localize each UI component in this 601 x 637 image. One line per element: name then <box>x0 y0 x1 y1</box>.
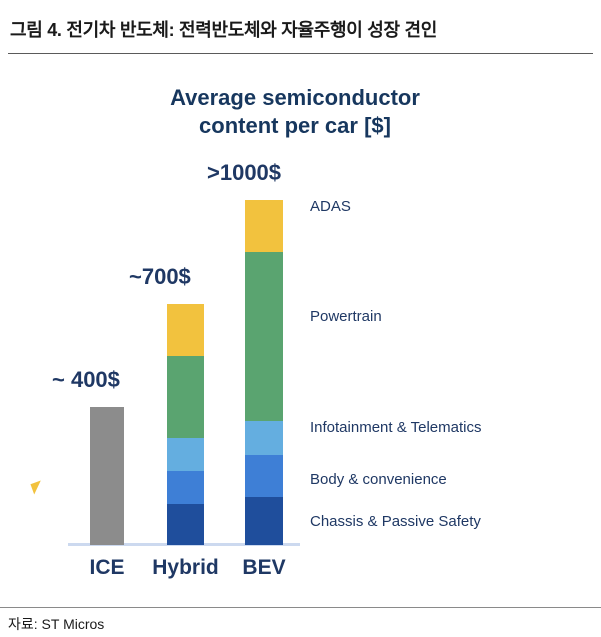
bar-bev-segment-adas <box>245 200 283 252</box>
segment-label-adas: ADAS <box>310 198 351 215</box>
bar-hybrid-segment-powertrain <box>167 355 204 439</box>
bar-hybrid-segment-body-convenience <box>167 470 204 504</box>
header-divider <box>8 53 593 54</box>
figure-title: 그림 4. 전기차 반도체: 전력반도체와 자율주행이 성장 견인 <box>10 20 437 40</box>
source-note: 자료: ST Micros <box>8 616 105 632</box>
segment-label-infotainment-telematics: Infotainment & Telematics <box>310 419 482 436</box>
bar-total-label-bev: >1000$ <box>207 160 282 185</box>
bar-bev-segment-infotainment-telematics <box>245 420 283 456</box>
bar-ice-segment-ice <box>90 407 124 545</box>
bar-bev <box>245 200 283 545</box>
segment-label-chassis-passive-safety: Chassis & Passive Safety <box>310 513 481 530</box>
bar-hybrid-segment-adas <box>167 303 204 356</box>
bar-total-label-ice: ~ 400$ <box>52 367 120 392</box>
x-axis-label-bev: BEV <box>242 556 286 579</box>
segment-label-powertrain: Powertrain <box>310 308 382 325</box>
x-axis-label-hybrid: Hybrid <box>152 556 219 579</box>
bar-hybrid <box>167 303 204 545</box>
bar-bev-segment-powertrain <box>245 251 283 421</box>
x-axis-label-ice: ICE <box>89 556 125 579</box>
bar-bev-segment-chassis-passive-safety <box>245 496 283 545</box>
chart-title: Average semiconductor content per car [$… <box>170 85 420 138</box>
segment-label-body-convenience: Body & convenience <box>310 471 447 488</box>
bar-ice <box>90 407 124 545</box>
bar-total-label-hybrid: ~700$ <box>129 264 191 289</box>
bar-hybrid-segment-chassis-passive-safety <box>167 503 204 545</box>
footer-divider <box>0 607 601 608</box>
bar-hybrid-segment-infotainment-telematics <box>167 438 204 471</box>
bar-bev-segment-body-convenience <box>245 455 283 497</box>
